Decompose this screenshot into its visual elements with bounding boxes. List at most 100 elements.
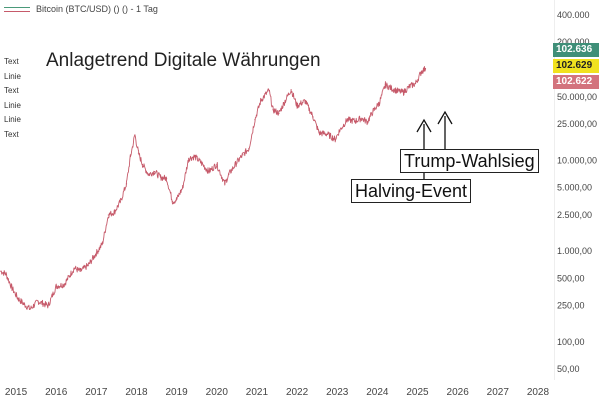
data-point xyxy=(73,267,75,269)
price-tag-high: 102.636 xyxy=(553,43,599,57)
data-point xyxy=(0,270,2,272)
trump-arrow-head xyxy=(437,110,453,125)
data-point xyxy=(248,147,250,150)
x-tick-label: 2027 xyxy=(487,387,510,398)
y-tick-label: 200.000 xyxy=(557,37,590,47)
x-tick-label: 2022 xyxy=(286,387,309,398)
halving-annotation[interactable]: Halving-Event xyxy=(351,179,472,203)
data-point xyxy=(414,83,417,85)
data-point xyxy=(160,176,162,178)
data-point xyxy=(338,130,340,132)
price-tag-last: 102.629 xyxy=(553,59,599,73)
data-point xyxy=(154,171,156,173)
drawing-object-item[interactable]: Text xyxy=(4,57,19,66)
data-point xyxy=(236,161,238,163)
annotation-arrows xyxy=(416,110,453,184)
data-point xyxy=(11,287,13,289)
y-tick-label: 10.000,00 xyxy=(557,155,597,165)
x-tick-label: 2021 xyxy=(246,387,269,398)
data-point xyxy=(129,155,132,158)
drawing-objects-list: Text Linie Text Linie Linie Text xyxy=(4,55,21,142)
data-point xyxy=(5,273,7,275)
data-point xyxy=(384,84,386,86)
x-tick-label: 2024 xyxy=(366,387,389,398)
data-point xyxy=(360,117,362,119)
data-point xyxy=(101,243,103,245)
data-point xyxy=(390,87,392,89)
data-point xyxy=(188,157,190,159)
data-point xyxy=(113,211,115,213)
data-point xyxy=(216,163,218,166)
data-point xyxy=(272,109,274,111)
x-tick-label: 2016 xyxy=(45,387,68,398)
data-point xyxy=(29,308,31,310)
data-point xyxy=(366,121,368,123)
y-tick-label: 400.000 xyxy=(557,10,590,20)
data-point xyxy=(396,90,398,92)
drawing-object-item[interactable]: Text xyxy=(4,86,19,95)
data-point xyxy=(79,270,81,272)
data-point xyxy=(318,132,320,134)
trump-annotation[interactable]: Trump-Wahlsieg xyxy=(400,149,539,173)
halving-arrow-head xyxy=(416,118,432,133)
data-point xyxy=(172,201,174,203)
data-point xyxy=(378,102,380,104)
legend-swatch xyxy=(4,6,30,12)
y-tick-label: 250,00 xyxy=(557,301,585,311)
data-point xyxy=(208,171,210,173)
drawing-object-item[interactable]: Text xyxy=(4,129,19,139)
data-point xyxy=(334,138,336,140)
data-point xyxy=(354,120,356,122)
x-tick-label: 2026 xyxy=(447,387,470,398)
data-point xyxy=(242,154,244,156)
data-point xyxy=(176,198,178,201)
price-series-line xyxy=(0,66,426,311)
y-tick-label: 50,00 xyxy=(557,364,580,374)
data-point xyxy=(194,155,196,158)
data-point xyxy=(134,134,136,136)
data-point xyxy=(182,187,184,189)
data-point xyxy=(408,85,411,88)
series-layer xyxy=(0,66,427,311)
data-point xyxy=(424,67,427,70)
data-point xyxy=(346,119,348,121)
data-point xyxy=(268,89,270,91)
data-point xyxy=(95,252,97,254)
x-tick-label: 2015 xyxy=(5,387,28,398)
data-point xyxy=(200,161,202,163)
data-point xyxy=(147,173,150,175)
data-point xyxy=(125,183,128,185)
data-point xyxy=(55,285,57,287)
data-point xyxy=(278,112,280,114)
y-tick-label: 25.000,00 xyxy=(557,119,597,129)
chart-header: Bitcoin (BTC/USD) () () - 1 Tag xyxy=(4,2,158,16)
data-point xyxy=(137,152,140,154)
drawing-object-item[interactable]: Linie xyxy=(4,71,21,81)
y-tick-label: 50.000,00 xyxy=(557,92,597,102)
x-tick-label: 2025 xyxy=(406,387,429,398)
data-point xyxy=(312,116,314,118)
drawing-object-item[interactable]: Linie xyxy=(4,115,21,124)
data-point xyxy=(63,283,65,285)
data-point xyxy=(224,183,226,185)
data-point xyxy=(141,163,144,166)
chart-title: Anlagetrend Digitale Währungen xyxy=(46,50,321,71)
y-tick-label: 2.500,00 xyxy=(557,210,592,220)
data-point xyxy=(290,89,292,91)
data-point xyxy=(17,298,19,300)
data-point xyxy=(47,305,49,307)
data-point xyxy=(119,201,121,203)
y-tick-label: 100,00 xyxy=(557,337,585,347)
y-tick-label: 500,00 xyxy=(557,273,585,283)
data-point xyxy=(254,119,256,121)
x-tick-label: 2018 xyxy=(125,387,148,398)
x-tick-label: 2020 xyxy=(206,387,229,398)
data-point xyxy=(23,303,25,305)
data-point xyxy=(87,264,89,266)
data-point xyxy=(296,105,298,107)
drawing-object-item[interactable]: Linie xyxy=(4,100,21,110)
x-tick-label: 2028 xyxy=(527,387,550,398)
price-tag-low: 102.622 xyxy=(553,75,599,89)
y-tick-label: 5.000,00 xyxy=(557,183,592,193)
